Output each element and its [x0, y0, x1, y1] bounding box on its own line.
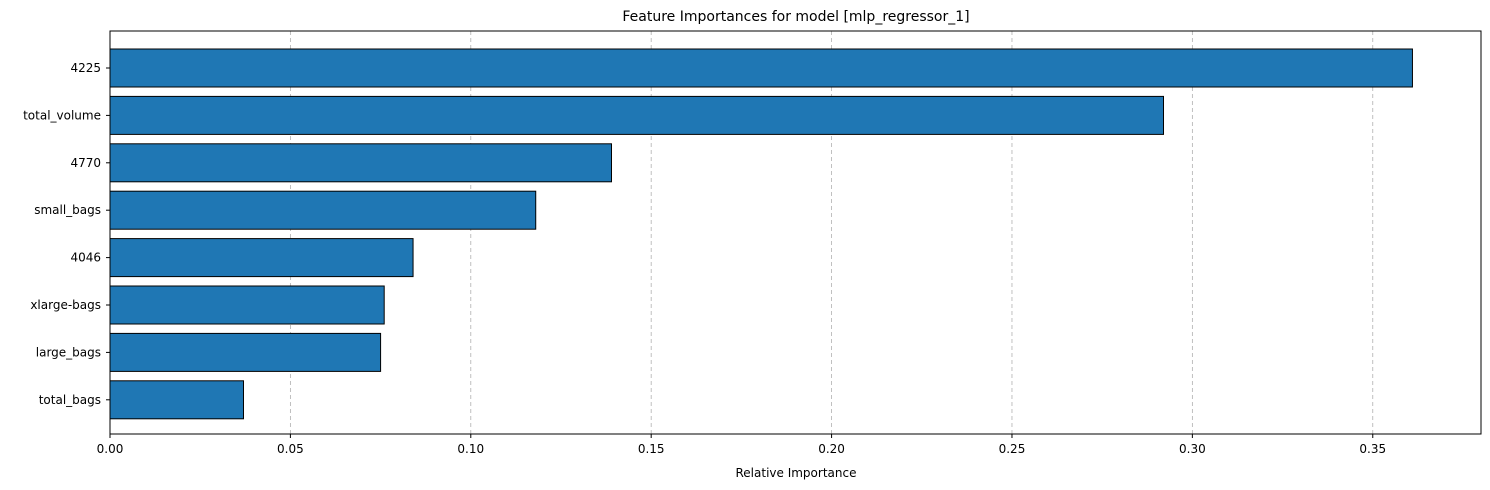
x-tick-label: 0.05: [277, 442, 304, 456]
x-tick-label: 0.25: [999, 442, 1026, 456]
bar-total_volume: [109, 95, 1165, 135]
bar-4770: [109, 143, 612, 183]
bar-4225: [109, 48, 1413, 88]
y-tick-label: 4046: [70, 251, 101, 265]
y-tick-label: 4770: [70, 156, 101, 170]
x-tick-label: 0.10: [457, 442, 484, 456]
bars: [109, 48, 1413, 420]
x-axis-label: Relative Importance: [736, 466, 857, 480]
bar-small_bags: [109, 190, 537, 230]
y-tick-label: small_bags: [34, 203, 101, 217]
plot-frame: [109, 30, 1482, 435]
y-tick-label: 4225: [70, 61, 101, 75]
bar-4046: [109, 238, 414, 278]
x-axis-ticks: 0.00 0.05 0.10 0.15 0.20 0.25 0.30 0.35: [97, 434, 1386, 456]
x-tick-label: 0.00: [97, 442, 124, 456]
y-tick-label: total_volume: [23, 108, 101, 122]
y-axis-ticks: 4225 total_volume 4770 small_bags 4046 xlarge…: [23, 61, 110, 407]
bar-xlarge-bags: [109, 285, 385, 325]
bar-large_bags: [109, 332, 382, 372]
y-tick-label: large_bags: [36, 345, 101, 359]
x-tick-label: 0.15: [638, 442, 665, 456]
y-tick-label: total_bags: [39, 393, 101, 407]
x-tick-label: 0.30: [1179, 442, 1206, 456]
bar-total_bags: [109, 380, 244, 420]
grid-lines: [289, 31, 1374, 434]
x-tick-label: 0.20: [818, 442, 845, 456]
x-tick-label: 0.35: [1359, 442, 1386, 456]
y-tick-label: xlarge-bags: [30, 298, 101, 312]
chart-title: Feature Importances for model [mlp_regre…: [622, 9, 969, 25]
